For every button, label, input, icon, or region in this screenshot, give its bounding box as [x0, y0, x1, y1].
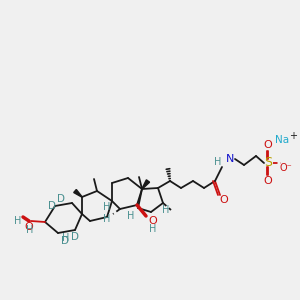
- Text: O: O: [148, 216, 158, 226]
- Text: O: O: [264, 140, 272, 150]
- Text: +: +: [289, 131, 297, 141]
- Text: H: H: [149, 224, 157, 234]
- Polygon shape: [142, 180, 150, 189]
- Text: H: H: [62, 233, 70, 243]
- Text: D: D: [57, 194, 65, 204]
- Text: H: H: [127, 211, 135, 221]
- Text: D: D: [48, 201, 56, 211]
- Text: H: H: [103, 214, 111, 224]
- Text: H: H: [14, 216, 22, 226]
- Text: N: N: [226, 154, 234, 164]
- Text: O: O: [220, 195, 228, 205]
- Text: H: H: [162, 205, 170, 215]
- Text: O: O: [25, 222, 33, 232]
- Text: O⁻: O⁻: [280, 163, 292, 173]
- Text: O: O: [264, 176, 272, 186]
- Text: S: S: [264, 157, 272, 169]
- Text: D: D: [71, 232, 79, 242]
- Polygon shape: [74, 190, 82, 197]
- Text: H: H: [103, 202, 111, 212]
- Text: H: H: [26, 225, 34, 235]
- Text: Na: Na: [275, 135, 289, 145]
- Text: D: D: [61, 236, 69, 246]
- Text: H: H: [214, 157, 222, 167]
